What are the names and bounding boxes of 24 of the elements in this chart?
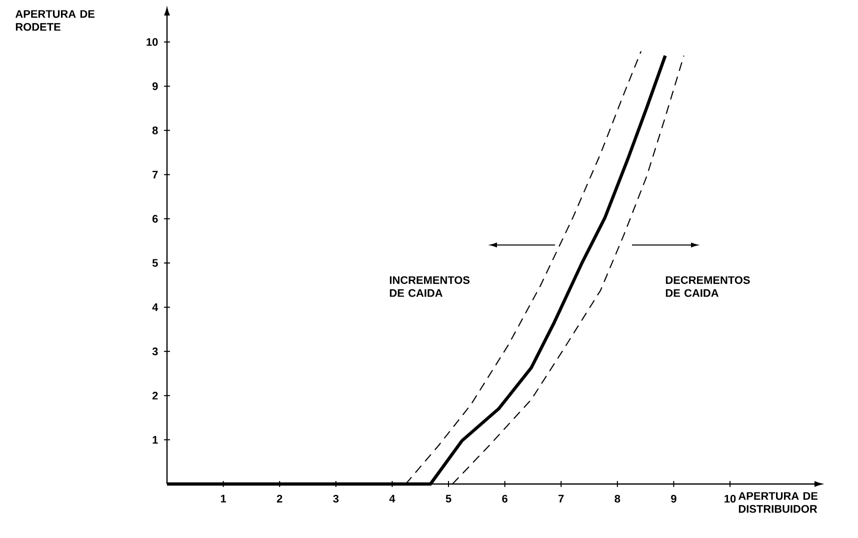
y-tick-label: 7 — [152, 170, 158, 178]
y-tick-label: 4 — [152, 303, 158, 311]
x-tick-label: 6 — [502, 494, 508, 503]
y-tick-label: 6 — [152, 214, 158, 223]
x-tick-label: 5 — [446, 494, 452, 502]
y-tick-label: 5 — [152, 259, 158, 267]
y-tick-label: 3 — [152, 348, 158, 356]
y-axis-title: APERTURA DE RODETE — [15, 10, 95, 31]
x-tick-label: 8 — [614, 494, 620, 503]
x-tick-label: 2 — [276, 494, 282, 502]
x-tick-label: 9 — [671, 494, 676, 503]
annotation: INCREMENTOS DE CAIDA — [390, 276, 470, 297]
x-tick-label: 7 — [558, 494, 564, 502]
y-tick-label: 9 — [152, 82, 158, 90]
y-tick-label: 10 — [146, 38, 158, 46]
x-tick-label: 10 — [724, 494, 736, 503]
x-axis-title: APERTURA DE DISTRIBUIDOR — [738, 492, 818, 513]
x-tick-label: 4 — [389, 494, 396, 502]
y-tick-label: 1 — [152, 436, 158, 444]
y-tick-label: 8 — [152, 126, 158, 134]
x-tick-label: 3 — [333, 494, 339, 503]
x-tick-label: 1 — [220, 494, 226, 502]
y-tick-label: 2 — [152, 392, 158, 400]
annotation: DECREMENTOS DE CAIDA — [666, 276, 750, 297]
